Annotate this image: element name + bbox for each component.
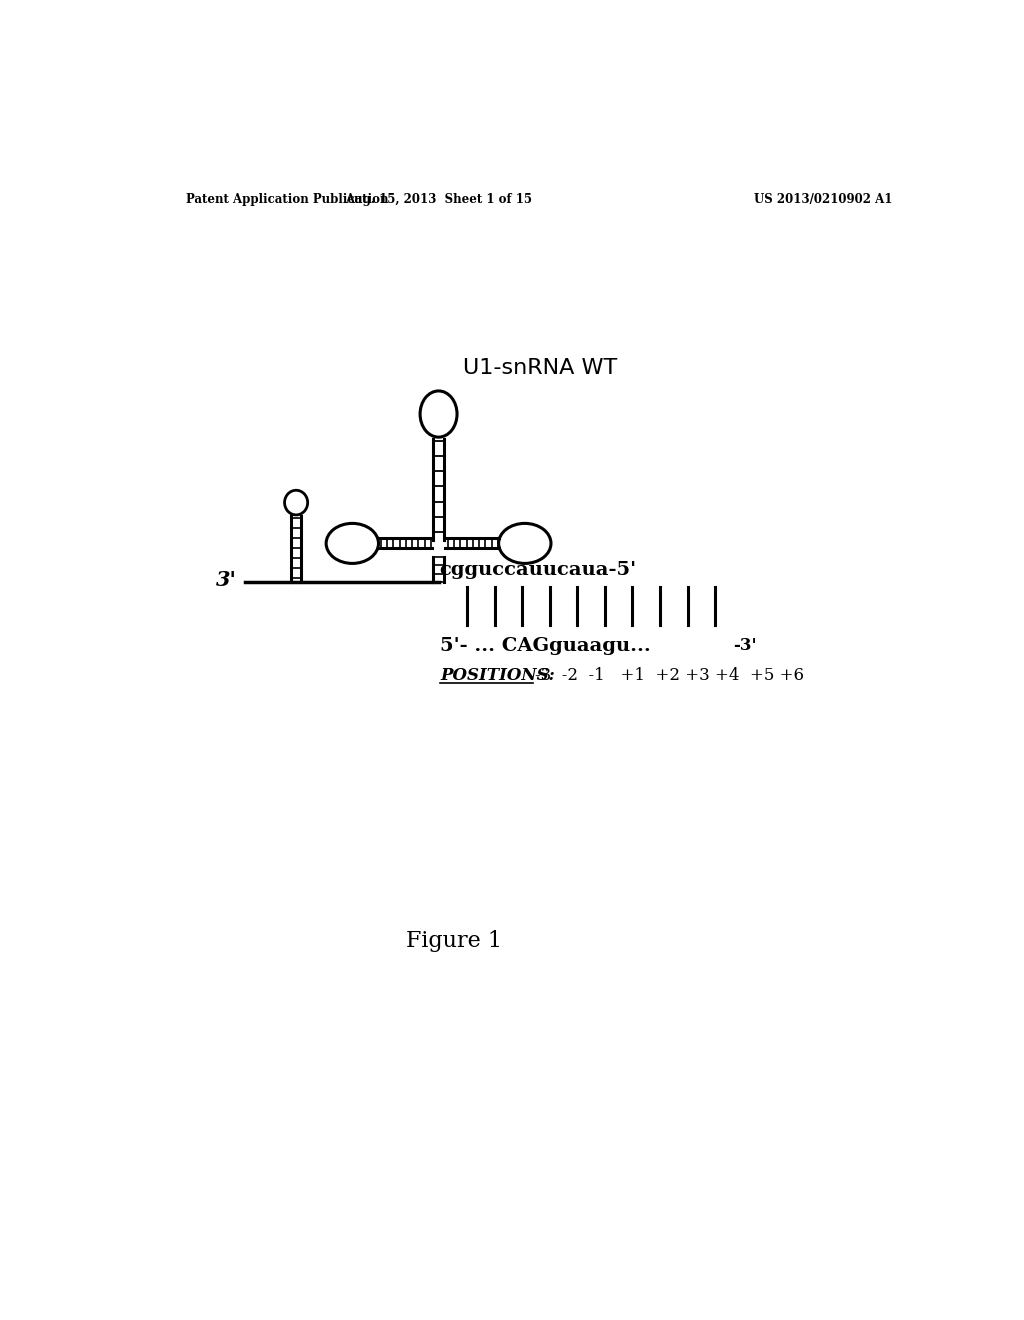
Text: POSITIONS:: POSITIONS:	[440, 667, 555, 684]
Text: US 2013/0210902 A1: US 2013/0210902 A1	[755, 193, 893, 206]
Text: U1-snRNA WT: U1-snRNA WT	[463, 358, 617, 378]
Text: Figure 1: Figure 1	[406, 929, 502, 952]
Text: 3': 3'	[216, 570, 237, 590]
Text: -3': -3'	[733, 638, 757, 655]
Text: Patent Application Publication: Patent Application Publication	[186, 193, 388, 206]
Text: 5'- ... CAGguaagu...: 5'- ... CAGguaagu...	[440, 638, 651, 655]
Text: cgguccauucaua-5': cgguccauucaua-5'	[439, 561, 637, 579]
Text: -3  -2  -1   +1  +2 +3 +4  +5 +6: -3 -2 -1 +1 +2 +3 +4 +5 +6	[535, 667, 804, 684]
Text: Aug. 15, 2013  Sheet 1 of 15: Aug. 15, 2013 Sheet 1 of 15	[345, 193, 532, 206]
